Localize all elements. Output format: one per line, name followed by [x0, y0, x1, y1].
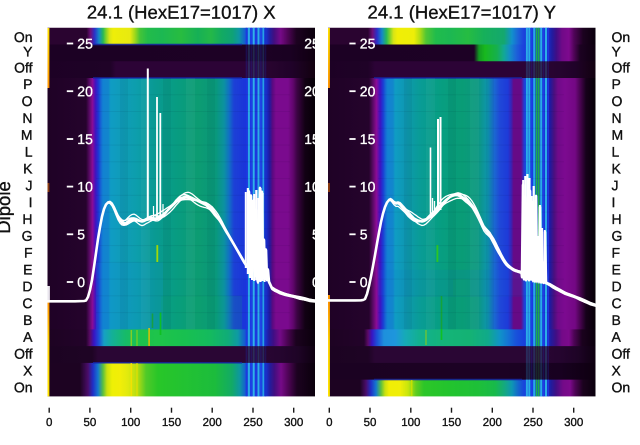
svg-text:A: A: [23, 329, 33, 345]
svg-text:G: G: [611, 228, 622, 244]
svg-text:L: L: [611, 144, 619, 160]
svg-text:I: I: [611, 194, 615, 210]
svg-text:20: 20: [77, 83, 93, 99]
svg-text:25: 25: [77, 36, 93, 52]
svg-text:P: P: [23, 76, 32, 92]
svg-text:0: 0: [46, 417, 52, 429]
svg-text:On: On: [14, 379, 33, 395]
svg-text:N: N: [611, 110, 621, 126]
svg-text:On: On: [611, 29, 630, 45]
svg-text:24.1 (HexE17=1017) Y: 24.1 (HexE17=1017) Y: [368, 2, 556, 23]
svg-text:10: 10: [360, 179, 376, 195]
svg-text:150: 150: [442, 417, 461, 429]
svg-text:24.1 (HexE17=1017) X: 24.1 (HexE17=1017) X: [87, 2, 276, 23]
svg-text:0: 0: [312, 274, 320, 290]
svg-text:Off: Off: [611, 346, 630, 362]
svg-text:15: 15: [77, 131, 93, 147]
svg-text:250: 250: [243, 417, 262, 429]
svg-text:I: I: [29, 194, 33, 210]
svg-text:On: On: [611, 379, 630, 395]
svg-text:10: 10: [304, 179, 320, 195]
svg-text:Off: Off: [14, 59, 33, 75]
svg-text:F: F: [24, 245, 33, 261]
svg-text:5: 5: [312, 226, 320, 242]
svg-text:Y: Y: [611, 44, 621, 60]
svg-text:5: 5: [77, 226, 85, 242]
svg-text:X: X: [611, 363, 621, 379]
svg-text:E: E: [611, 262, 620, 278]
svg-text:B: B: [611, 312, 620, 328]
svg-text:0: 0: [360, 274, 368, 290]
svg-text:20: 20: [360, 83, 376, 99]
svg-text:50: 50: [83, 417, 96, 429]
svg-text:15: 15: [360, 131, 376, 147]
svg-text:Off: Off: [14, 346, 33, 362]
svg-text:5: 5: [360, 226, 368, 242]
svg-text:On: On: [14, 29, 33, 45]
svg-text:Dipole: Dipole: [0, 181, 14, 233]
svg-text:P: P: [611, 76, 620, 92]
svg-text:E: E: [23, 261, 32, 277]
svg-text:L: L: [25, 144, 33, 160]
svg-text:100: 100: [401, 417, 420, 429]
svg-text:Y: Y: [23, 43, 33, 59]
svg-text:25: 25: [304, 35, 320, 51]
svg-text:N: N: [22, 110, 32, 126]
svg-text:C: C: [22, 295, 32, 311]
svg-text:200: 200: [203, 417, 222, 429]
svg-text:A: A: [611, 329, 621, 345]
svg-text:Off: Off: [611, 60, 630, 76]
svg-text:0: 0: [77, 274, 85, 290]
svg-text:G: G: [22, 228, 33, 244]
svg-text:K: K: [611, 161, 621, 177]
svg-text:H: H: [611, 211, 621, 227]
svg-text:150: 150: [162, 417, 181, 429]
svg-text:X: X: [23, 362, 33, 378]
svg-text:10: 10: [77, 179, 93, 195]
svg-text:H: H: [22, 211, 32, 227]
svg-text:K: K: [23, 160, 33, 176]
svg-text:200: 200: [483, 417, 502, 429]
svg-text:M: M: [21, 127, 33, 143]
svg-text:C: C: [611, 295, 621, 311]
svg-text:D: D: [611, 278, 621, 294]
svg-text:250: 250: [523, 417, 542, 429]
svg-text:0: 0: [326, 417, 332, 429]
svg-text:B: B: [23, 312, 32, 328]
svg-text:100: 100: [121, 417, 140, 429]
svg-text:M: M: [611, 127, 623, 143]
svg-text:300: 300: [284, 417, 303, 429]
svg-text:O: O: [22, 93, 33, 109]
svg-text:O: O: [611, 93, 622, 109]
svg-text:25: 25: [360, 36, 376, 52]
svg-text:F: F: [611, 245, 620, 261]
svg-text:J: J: [25, 177, 32, 193]
svg-text:D: D: [22, 278, 32, 294]
svg-text:20: 20: [304, 83, 320, 99]
svg-text:15: 15: [304, 131, 320, 147]
svg-text:300: 300: [564, 417, 583, 429]
svg-text:J: J: [611, 177, 618, 193]
svg-text:50: 50: [364, 417, 377, 429]
